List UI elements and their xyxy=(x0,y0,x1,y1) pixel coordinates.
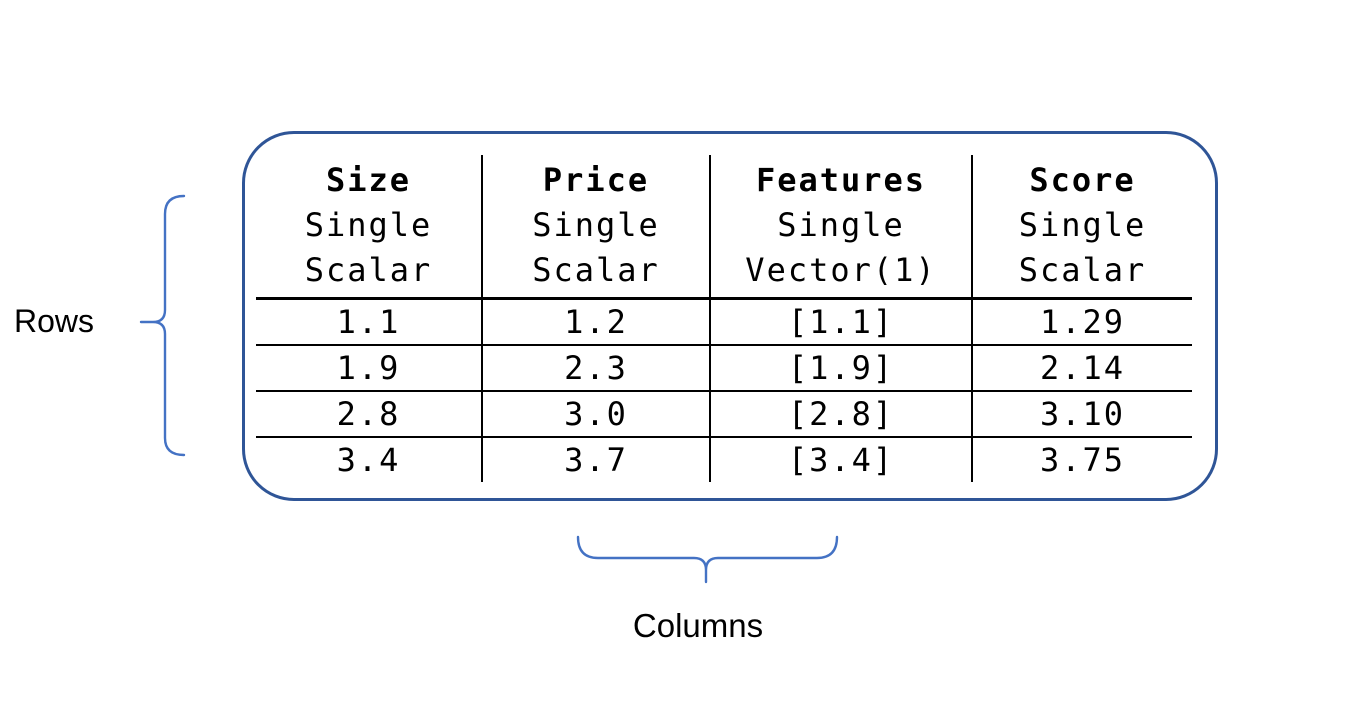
column-cardinality: Single xyxy=(777,206,905,244)
rows-label: Rows xyxy=(14,303,95,339)
example-dataset-table: Size Single Scalar Price Single Scalar F… xyxy=(256,155,1192,482)
table-cell: 1.1 xyxy=(256,298,482,346)
table-cell: 3.75 xyxy=(971,437,1192,482)
column-header-features: Features Single Vector(1) xyxy=(709,155,972,300)
table-row: 1.1 1.2 [1.1] 1.29 xyxy=(256,298,1192,346)
columns-brace-icon xyxy=(576,535,839,584)
column-header-price: Price Single Scalar xyxy=(481,155,710,300)
table-cell: 2.14 xyxy=(971,345,1192,392)
table-row: 2.8 3.0 [2.8] 3.10 xyxy=(256,391,1192,438)
table-cell: 2.3 xyxy=(481,345,710,392)
table-cell: 3.7 xyxy=(481,437,710,482)
header-row: Size Single Scalar Price Single Scalar F… xyxy=(256,155,1192,300)
table-cell: [1.9] xyxy=(709,345,972,392)
table-cell: 3.10 xyxy=(971,391,1192,438)
column-header-score: Score Single Scalar xyxy=(971,155,1192,300)
column-cardinality: Single xyxy=(304,206,433,244)
column-name: Score xyxy=(1029,161,1136,199)
column-type: Scalar xyxy=(304,251,433,289)
rows-brace-icon xyxy=(139,194,186,457)
column-cardinality: Single xyxy=(1018,206,1147,244)
table-cell: 2.8 xyxy=(256,391,482,438)
table-row: 3.4 3.7 [3.4] 3.75 xyxy=(256,437,1192,482)
column-name: Size xyxy=(325,161,412,199)
table-cell: [2.8] xyxy=(709,391,972,438)
column-type: Scalar xyxy=(532,251,660,289)
column-name: Price xyxy=(542,161,650,199)
table-cell: 3.4 xyxy=(336,441,401,479)
table-cell: 1.29 xyxy=(971,298,1192,346)
table-cell: [1.1] xyxy=(709,298,972,346)
column-type: Vector(1) xyxy=(745,251,937,289)
columns-label: Columns xyxy=(632,607,764,644)
table-frame xyxy=(242,131,1218,501)
table-row: 1.9 2.3 [1.9] 2.14 xyxy=(256,345,1192,392)
column-cardinality: Single xyxy=(532,206,660,244)
table-cell: 1.2 xyxy=(481,298,710,346)
column-header-size: Size Single Scalar xyxy=(256,155,482,300)
table-cell: [3.4] xyxy=(709,437,972,482)
column-name: Features xyxy=(755,161,927,199)
table-cell: 3.0 xyxy=(481,391,710,438)
column-type: Scalar xyxy=(1018,251,1147,289)
table-cell: 1.9 xyxy=(256,345,482,392)
